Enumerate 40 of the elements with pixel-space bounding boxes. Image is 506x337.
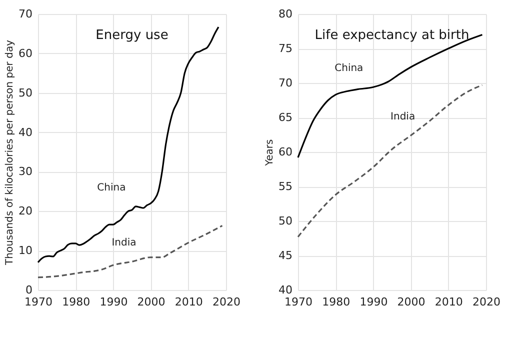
x-tick-label: 2010 <box>174 296 203 308</box>
x-tick-label: 1970 <box>24 296 52 308</box>
y-tick-label: 80 <box>278 8 292 20</box>
y-tick-label: 30 <box>18 165 32 178</box>
series-label: China <box>97 182 126 194</box>
x-tick-label: 1970 <box>284 296 312 308</box>
y-tick-label: 55 <box>278 180 292 193</box>
line-series <box>37 26 220 264</box>
y-axis-title: Years <box>264 139 276 167</box>
y-tick-label: 60 <box>278 146 292 158</box>
series-label: India <box>390 111 416 122</box>
y-tick-label: 65 <box>278 111 292 124</box>
x-tick-label: 1990 <box>360 296 388 308</box>
x-tick-label: 2000 <box>397 296 426 308</box>
y-tick-label: 10 <box>18 244 32 258</box>
series-label: India <box>112 238 136 249</box>
x-tick-label: 1990 <box>100 296 128 308</box>
y-tick-label: 40 <box>18 126 32 139</box>
x-tick-label: 2010 <box>434 296 463 308</box>
x-tick-label: 1980 <box>62 296 90 308</box>
x-tick-label: 1980 <box>322 296 350 308</box>
text: Energy use <box>96 28 168 43</box>
y-tick-label: 50 <box>278 214 292 228</box>
text: Life expectancy at birth <box>314 28 470 43</box>
y-tick-label: 60 <box>18 46 32 60</box>
line-series <box>37 224 224 278</box>
x-tick-label: 2020 <box>472 296 500 308</box>
y-tick-label: 45 <box>278 249 292 262</box>
line-series <box>297 84 484 238</box>
y-tick-label: 20 <box>18 204 32 218</box>
y-tick-label: 70 <box>278 76 292 90</box>
y-tick-label: 50 <box>18 86 32 100</box>
y-tick-label: 40 <box>278 284 292 296</box>
y-axis-title: Thousands of kilocalories per person per day <box>4 40 16 266</box>
y-tick-label: 70 <box>18 8 32 20</box>
y-tick-label: 75 <box>278 42 292 55</box>
x-tick-label: 2020 <box>212 296 240 308</box>
series-label: China <box>334 63 364 74</box>
y-tick-label: 0 <box>26 284 32 296</box>
x-tick-label: 2000 <box>137 296 166 308</box>
